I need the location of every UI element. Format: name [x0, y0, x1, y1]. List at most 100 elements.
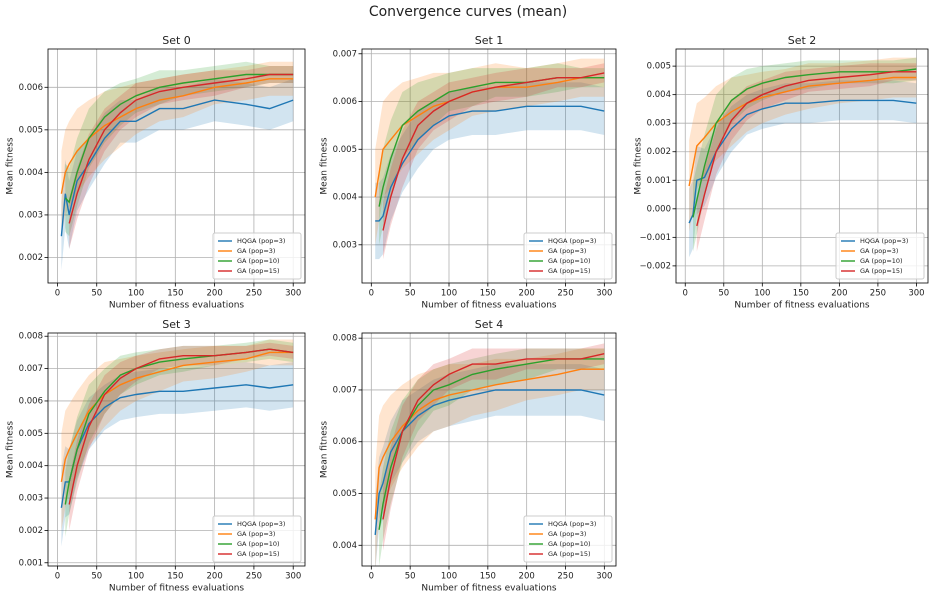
y-tick-label: 0.007 [333, 49, 357, 59]
y-tick-label: 0.006 [19, 396, 43, 406]
subplot: 0 50 100 150 200 250 300 0.003 0.004 0.005 0.006 0.… [320, 34, 617, 311]
y-tick-label: 0.002 [19, 253, 43, 263]
axes-frame [361, 48, 617, 284]
y-tick-label: 0.005 [333, 145, 357, 155]
x-axis-label: Number of fitness evaluations [421, 301, 557, 311]
x-tick-label: 300 [285, 572, 301, 582]
x-tick-label: 100 [441, 572, 457, 582]
legend-label: GA (pop=10) [237, 540, 280, 548]
y-tick-label: 0.007 [333, 385, 357, 395]
legend-label: GA (pop=15) [237, 550, 280, 558]
line [60, 351, 294, 483]
y-axis-label: Mean fitness [634, 137, 644, 195]
x-tick-label: 200 [519, 572, 535, 582]
x-tick-label: 250 [246, 289, 262, 299]
plot-content [374, 343, 605, 566]
x-tick-label: 100 [128, 572, 144, 582]
std-band [65, 339, 294, 537]
x-tick-label: 50 [718, 289, 729, 299]
y-tick-label: 0.002 [19, 526, 43, 536]
y-tick-label: −0.001 [640, 233, 671, 243]
std-band [379, 63, 605, 245]
legend-label: GA (pop=3) [237, 530, 275, 538]
y-axis-label: Mean fitness [320, 421, 330, 479]
legend-label: GA (pop=15) [237, 267, 280, 275]
line [60, 78, 294, 194]
x-axis-label: Number of fitness evaluations [734, 301, 870, 311]
legend-box [523, 515, 613, 563]
std-band [689, 80, 917, 258]
x-tick-label: 150 [480, 289, 496, 299]
legend-label: GA (pop=10) [548, 257, 591, 265]
legend-label: GA (pop=15) [548, 267, 591, 275]
x-tick-label: 300 [908, 289, 924, 299]
y-tick-label: 0.003 [647, 119, 671, 129]
x-tick-label: 50 [405, 572, 416, 582]
line [382, 353, 605, 520]
legend-label: HQGA (pop=3) [548, 237, 596, 245]
legend-box [835, 232, 925, 280]
std-band [375, 364, 605, 566]
x-tick-label: 200 [207, 572, 223, 582]
legend-label: GA (pop=10) [860, 257, 903, 265]
axes-frame [47, 332, 306, 567]
subplot: 0 50 100 150 200 250 300 0.002 0.003 0.004 0.005 0.… [6, 34, 306, 311]
subplot: 0 50 100 150 200 250 300 0.004 0.005 0.006 0.007 0.… [320, 318, 617, 594]
y-tick-label: 0.005 [647, 62, 671, 72]
legend-label: HQGA (pop=3) [237, 237, 285, 245]
x-tick-label: 150 [167, 572, 183, 582]
legend-label: HQGA (pop=3) [548, 520, 596, 528]
figure-title: Convergence curves (mean) [369, 4, 567, 20]
y-tick-label: 0.003 [333, 240, 357, 250]
subplot-title: Set 2 [788, 34, 817, 47]
x-tick-label: 0 [55, 289, 60, 299]
axes-frame [47, 48, 306, 284]
y-tick-label: 0.005 [19, 429, 43, 439]
line [374, 77, 605, 198]
line [696, 71, 917, 227]
y-tick-label: 0.001 [19, 558, 43, 568]
subplot-title: Set 1 [475, 34, 504, 47]
x-tick-label: 300 [596, 572, 612, 582]
line [64, 73, 294, 204]
legend-box [212, 515, 302, 563]
x-tick-label: 250 [246, 572, 262, 582]
x-tick-label: 200 [831, 289, 847, 299]
std-band [379, 348, 605, 566]
y-tick-label: 0.001 [647, 176, 671, 186]
legend-label: GA (pop=3) [860, 247, 898, 255]
subplot-title: Set 0 [162, 34, 191, 47]
y-tick-label: 0.004 [19, 461, 43, 471]
std-band [696, 63, 917, 252]
subplot-title: Set 4 [475, 318, 504, 331]
x-tick-label: 100 [754, 289, 770, 299]
legend-label: GA (pop=3) [237, 247, 275, 255]
x-tick-label: 200 [519, 289, 535, 299]
legend-label: GA (pop=3) [548, 247, 586, 255]
x-tick-label: 250 [870, 289, 886, 299]
legend-label: HQGA (pop=3) [860, 237, 908, 245]
x-axis-label: Number of fitness evaluations [109, 301, 245, 311]
y-tick-label: 0.007 [19, 364, 43, 374]
legend-label: GA (pop=15) [860, 267, 903, 275]
x-tick-label: 100 [128, 289, 144, 299]
plot-content [688, 57, 917, 258]
x-tick-label: 0 [369, 572, 374, 582]
plot-content [60, 339, 294, 547]
x-tick-label: 250 [557, 289, 573, 299]
y-tick-label: 0.008 [19, 332, 43, 342]
std-band [69, 342, 294, 531]
y-tick-label: 0.006 [19, 83, 43, 93]
line [374, 368, 605, 520]
y-tick-label: 0.006 [333, 97, 357, 107]
y-tick-label: 0.002 [647, 147, 671, 157]
line [68, 348, 294, 505]
y-tick-label: 0.008 [333, 334, 357, 344]
y-tick-label: 0.005 [333, 489, 357, 499]
std-band [69, 66, 294, 249]
y-tick-label: 0.005 [19, 125, 43, 135]
legend-box [212, 232, 302, 280]
y-tick-label: 0.000 [647, 204, 671, 214]
axes-frame [361, 332, 617, 567]
line [692, 68, 917, 218]
